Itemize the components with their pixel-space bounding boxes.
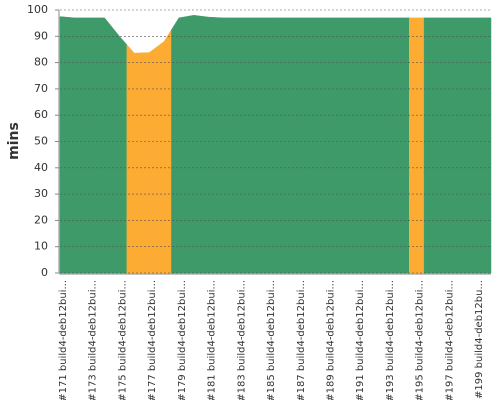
area-segment	[171, 16, 187, 274]
area-segment	[319, 17, 336, 274]
area-segment	[423, 17, 440, 274]
y-tick-label: 0	[41, 266, 48, 279]
area-segment	[483, 17, 492, 274]
area-segment	[82, 17, 98, 274]
area-segment	[394, 17, 410, 274]
y-tick-label: 100	[27, 3, 48, 16]
area-segment	[186, 15, 202, 274]
area-segment	[290, 17, 306, 274]
area-segment	[334, 17, 351, 274]
area-segment	[67, 16, 83, 274]
area-segment	[409, 17, 425, 274]
x-tick-label: #173 build4-deb12bui...	[88, 280, 99, 400]
y-tick-label: 50	[34, 135, 48, 148]
area-segment	[245, 17, 261, 274]
x-tick-label: #197 build4-deb12bui...	[444, 280, 455, 400]
y-tick-label: 10	[34, 240, 48, 253]
area-segment	[141, 46, 157, 274]
area-segment	[200, 15, 217, 274]
area-segment	[364, 17, 380, 274]
x-tick-label: #183 build4-deb12bui...	[236, 280, 247, 400]
x-tick-label: #171 build4-deb12bui...	[58, 280, 69, 400]
x-tick-label: #179 build4-deb12bui...	[177, 280, 188, 400]
area-segment	[156, 28, 172, 274]
y-axis-label: mins	[6, 122, 22, 160]
area-segment	[215, 17, 232, 274]
y-tick-label: 60	[34, 108, 48, 121]
area-segment	[260, 17, 276, 274]
area-segment	[349, 17, 365, 274]
x-tick-label: #177 build4-deb12bui...	[147, 280, 158, 400]
x-tick-label: #191 build4-deb12bui...	[355, 280, 366, 400]
x-tick-label: #185 build4-deb12bui...	[266, 280, 277, 400]
y-tick-label: 90	[34, 29, 48, 42]
area-segment	[230, 17, 247, 274]
x-tick-label: #189 build4-deb12bui...	[326, 280, 337, 400]
area-segment	[438, 17, 455, 274]
x-tick-label: #193 build4-deb12bui...	[385, 280, 396, 400]
y-tick-label: 30	[34, 187, 48, 200]
y-tick-label: 80	[34, 56, 48, 69]
x-tick-label: #199 build4-deb12bu...	[474, 280, 485, 399]
y-tick-label: 70	[34, 82, 48, 95]
x-tick-label: #181 build4-deb12bui...	[207, 280, 218, 400]
area-segment	[111, 26, 128, 274]
x-tick-label: #175 build4-deb12bui...	[117, 280, 128, 400]
area-segment	[468, 17, 484, 274]
area-segment	[59, 16, 68, 274]
area-segment	[96, 17, 113, 274]
area-segment	[379, 17, 395, 274]
x-tick-label: #195 build4-deb12bui...	[415, 280, 426, 400]
y-tick-label: 40	[34, 161, 48, 174]
x-tick-label: #187 build4-deb12bui...	[296, 280, 307, 400]
area-segment	[275, 17, 291, 274]
area-segment	[453, 17, 469, 274]
area-segment	[304, 17, 321, 274]
y-tick-label: 20	[34, 213, 48, 226]
area-segment	[126, 44, 142, 274]
